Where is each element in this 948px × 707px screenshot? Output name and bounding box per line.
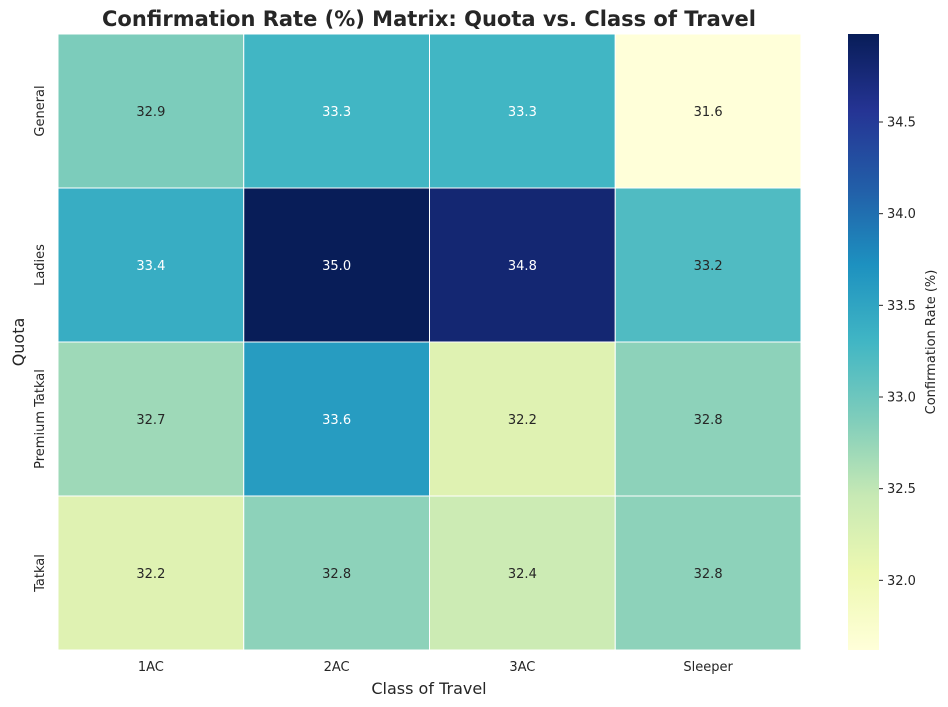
heatmap-cell bbox=[57, 187, 245, 343]
chart-title: Confirmation Rate (%) Matrix: Quota vs. … bbox=[102, 7, 756, 31]
colorbar-tick-label: 33.5 bbox=[887, 299, 916, 314]
colorbar-tick-label: 32.5 bbox=[887, 482, 916, 497]
heatmap-cell bbox=[243, 495, 430, 651]
colorbar-gradient bbox=[848, 34, 879, 650]
heatmap-cell bbox=[429, 187, 616, 343]
cell-value-label: 32.2 bbox=[136, 567, 165, 582]
x-tick-label: 3AC bbox=[509, 660, 535, 675]
heatmap-cell bbox=[614, 495, 802, 651]
y-axis-label: Quota bbox=[9, 318, 28, 367]
cell-value-label: 32.8 bbox=[694, 413, 723, 428]
heatmap-cell bbox=[243, 187, 430, 343]
x-axis-label: Class of Travel bbox=[371, 679, 486, 698]
y-tick-label: General bbox=[33, 85, 48, 136]
cell-value-label: 32.7 bbox=[136, 413, 165, 428]
cell-value-label: 31.6 bbox=[694, 105, 723, 120]
cell-value-label: 34.8 bbox=[508, 259, 537, 274]
heatmap-cell bbox=[429, 33, 616, 189]
cell-value-label: 33.4 bbox=[136, 259, 165, 274]
y-tick-label: Ladies bbox=[33, 244, 48, 286]
cell-value-label: 32.8 bbox=[322, 567, 351, 582]
y-tick-label: Tatkal bbox=[33, 554, 48, 593]
heatmap-cell bbox=[57, 33, 245, 189]
colorbar-tick-label: 34.0 bbox=[887, 207, 916, 222]
cell-value-label: 32.4 bbox=[508, 567, 537, 582]
colorbar-tick-label: 34.5 bbox=[887, 116, 916, 131]
cell-value-label: 33.3 bbox=[322, 105, 351, 120]
cell-value-label: 32.9 bbox=[136, 105, 165, 120]
colorbar-tick-label: 32.0 bbox=[887, 574, 916, 589]
heatmap-cell bbox=[614, 33, 802, 189]
y-axis-ticks: General Ladies Premium Tatkal Tatkal bbox=[33, 85, 48, 592]
colorbar-label: Confirmation Rate (%) bbox=[924, 270, 939, 415]
cell-value-label: 32.2 bbox=[508, 413, 537, 428]
cell-value-label: 33.6 bbox=[322, 413, 351, 428]
cell-value-label: 33.2 bbox=[694, 259, 723, 274]
cell-value-label: 35.0 bbox=[322, 259, 351, 274]
heatmap-cell bbox=[614, 341, 802, 497]
colorbar-tick-label: 33.0 bbox=[887, 391, 916, 406]
cell-value-label: 32.8 bbox=[694, 567, 723, 582]
x-tick-label: 2AC bbox=[324, 660, 350, 675]
cell-value-label: 33.3 bbox=[508, 105, 537, 120]
colorbar: 32.0 32.5 33.0 33.5 34.0 34.5 bbox=[848, 34, 916, 650]
x-axis-ticks: 1AC 2AC 3AC Sleeper bbox=[138, 660, 734, 675]
x-tick-label: Sleeper bbox=[683, 660, 733, 675]
heatmap-cell bbox=[243, 33, 430, 189]
heatmap-cell bbox=[429, 495, 616, 651]
y-tick-label: Premium Tatkal bbox=[33, 369, 48, 469]
heatmap-cell bbox=[614, 187, 802, 343]
heatmap-cell bbox=[57, 495, 245, 651]
heatmap-cells: 32.9 33.3 33.3 31.6 33.4 35.0 34.8 33.2 32.7 33.6… bbox=[57, 33, 802, 651]
heatmap-cell bbox=[243, 341, 430, 497]
x-tick-label: 1AC bbox=[138, 660, 164, 675]
